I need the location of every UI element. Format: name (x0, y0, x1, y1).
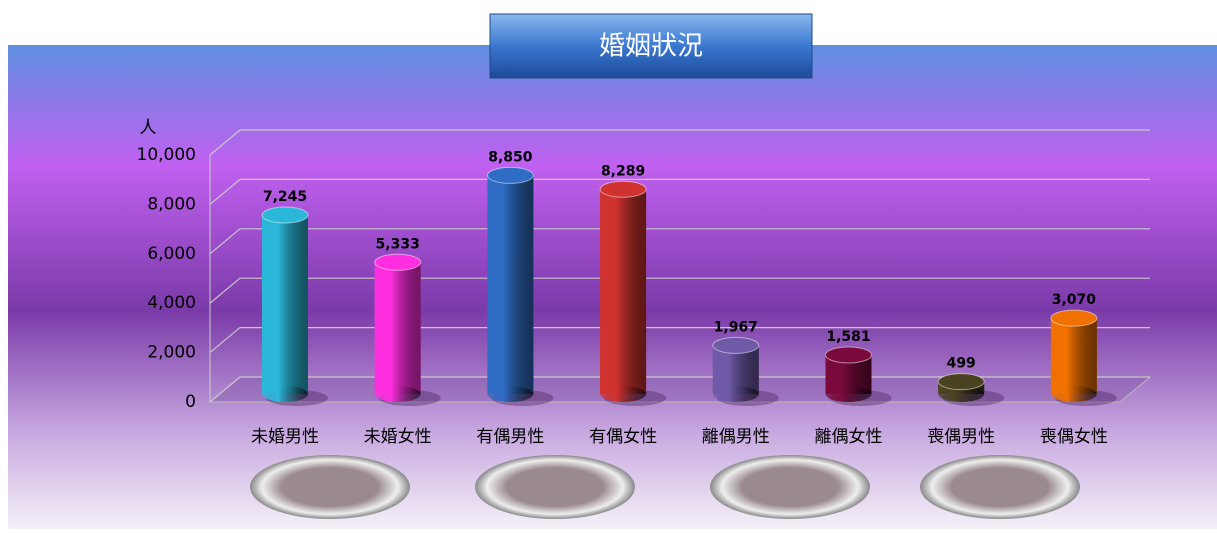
x-tick-label: 喪偶女性 (1040, 427, 1108, 447)
chart-title: 婚姻狀況 (599, 32, 703, 62)
x-tick-label: 離偶男性 (702, 427, 770, 447)
photo (475, 455, 635, 519)
grid-line (209, 178, 1150, 205)
bar-bottom (600, 386, 647, 402)
bar-top (937, 373, 985, 391)
bar-shade (374, 262, 421, 394)
photo (710, 455, 870, 519)
bar-top (486, 166, 534, 184)
x-tick-label: 有偶男性 (476, 427, 544, 447)
bar-top (1050, 309, 1098, 327)
x-tick-label: 喪偶男性 (927, 427, 995, 447)
bar-bottom (712, 386, 759, 402)
value-label: 1,581 (826, 329, 870, 345)
y-tick-label: 6,000 (147, 244, 196, 264)
x-tick-label: 離偶女性 (815, 427, 883, 447)
grid-line (209, 228, 1150, 255)
value-label: 3,070 (1052, 292, 1097, 308)
value-label: 1,967 (714, 319, 758, 335)
bar-bottom (262, 386, 308, 402)
bar-bottom (825, 386, 872, 402)
bar-bottom (487, 386, 534, 402)
value-label: 499 (947, 356, 976, 372)
bar-bottom (938, 386, 985, 402)
value-label: 7,245 (263, 189, 307, 205)
grid-line (209, 327, 1150, 354)
bar-top (374, 253, 422, 271)
value-label: 5,333 (376, 236, 420, 252)
y-tick-label: 4,000 (147, 293, 196, 313)
floor (208, 376, 1152, 403)
bar-top (825, 346, 872, 364)
bar-shade (262, 215, 308, 394)
y-tick-label: 0 (185, 392, 196, 412)
y-tick-label: 8,000 (147, 194, 196, 214)
y-axis-label: 人 (140, 118, 157, 138)
bar-shade (487, 175, 534, 394)
photo (920, 455, 1080, 519)
grid-line (209, 277, 1150, 304)
bar-bottom (1050, 386, 1097, 402)
bar-shade (1050, 318, 1097, 394)
photo (250, 455, 410, 519)
value-label: 8,289 (601, 163, 645, 179)
bar-bottom (374, 386, 421, 402)
x-tick-label: 未婚男性 (251, 427, 319, 447)
y-tick-label: 10,000 (137, 145, 196, 165)
title-box (489, 13, 813, 79)
value-label: 8,850 (488, 149, 533, 165)
x-tick-label: 未婚女性 (364, 427, 432, 447)
bar-top (712, 336, 760, 354)
bar-top (599, 180, 647, 198)
grid-line (209, 129, 1150, 156)
x-tick-label: 有偶女性 (589, 427, 657, 447)
bar-shade (600, 189, 647, 394)
bar-top (261, 206, 309, 224)
y-tick-label: 2,000 (147, 343, 196, 363)
